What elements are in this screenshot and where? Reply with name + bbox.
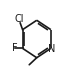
Text: N: N bbox=[48, 44, 56, 54]
Text: F: F bbox=[12, 43, 17, 53]
Text: Cl: Cl bbox=[15, 14, 24, 24]
